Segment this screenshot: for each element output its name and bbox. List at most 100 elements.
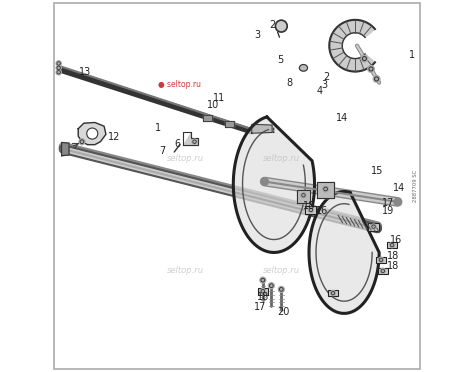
Polygon shape [309, 192, 379, 313]
Circle shape [57, 62, 60, 65]
Polygon shape [62, 142, 69, 156]
Text: 4: 4 [317, 86, 323, 96]
Text: 5: 5 [277, 55, 283, 65]
Text: seltop.ru: seltop.ru [263, 154, 300, 163]
Circle shape [323, 186, 328, 192]
Circle shape [310, 209, 311, 211]
Circle shape [80, 140, 83, 143]
Ellipse shape [300, 64, 308, 71]
Circle shape [271, 285, 272, 286]
Text: 17: 17 [254, 302, 266, 312]
Circle shape [56, 70, 61, 75]
Circle shape [308, 208, 313, 212]
Text: 19: 19 [382, 206, 394, 216]
Circle shape [79, 139, 85, 145]
Polygon shape [183, 132, 198, 145]
Circle shape [268, 283, 274, 289]
Circle shape [375, 77, 378, 81]
Text: 14: 14 [393, 183, 406, 193]
Text: 11: 11 [213, 93, 226, 103]
Text: 3: 3 [321, 80, 328, 90]
Circle shape [262, 279, 264, 281]
Text: 1: 1 [155, 123, 161, 133]
Circle shape [391, 244, 393, 247]
Circle shape [57, 71, 60, 74]
Bar [258, 288, 268, 295]
Text: 12: 12 [108, 132, 120, 141]
Circle shape [363, 57, 366, 60]
Circle shape [394, 198, 401, 206]
Circle shape [58, 67, 59, 68]
Circle shape [58, 72, 59, 73]
Text: 2: 2 [324, 72, 330, 82]
Polygon shape [203, 115, 212, 121]
Text: 18: 18 [303, 201, 315, 211]
Text: 17: 17 [382, 198, 394, 208]
Circle shape [324, 187, 327, 190]
Text: 18: 18 [387, 251, 399, 261]
Circle shape [281, 289, 282, 290]
Circle shape [392, 244, 393, 246]
Circle shape [370, 68, 372, 70]
Circle shape [302, 194, 305, 197]
Circle shape [390, 243, 395, 248]
Bar [387, 242, 397, 248]
Circle shape [380, 259, 382, 260]
Circle shape [261, 178, 268, 185]
Text: 1: 1 [410, 50, 415, 60]
Text: ● seltop.ru: ● seltop.ru [158, 80, 201, 89]
Circle shape [275, 20, 287, 32]
Text: 20: 20 [277, 307, 289, 317]
Text: 3: 3 [254, 30, 260, 40]
Circle shape [87, 128, 98, 139]
Circle shape [380, 259, 383, 261]
Circle shape [332, 292, 334, 294]
Circle shape [192, 139, 197, 144]
Text: 2: 2 [269, 20, 275, 31]
Text: 13: 13 [79, 67, 91, 77]
Circle shape [260, 277, 266, 283]
Bar [368, 222, 379, 231]
Circle shape [278, 286, 284, 292]
Circle shape [325, 188, 327, 190]
Polygon shape [233, 117, 315, 253]
Bar [305, 206, 316, 214]
Circle shape [364, 58, 365, 60]
Circle shape [260, 289, 265, 294]
Circle shape [262, 290, 264, 293]
Circle shape [380, 268, 385, 273]
Circle shape [301, 193, 306, 198]
Circle shape [330, 291, 336, 296]
Text: seltop.ru: seltop.ru [167, 266, 204, 275]
Circle shape [56, 61, 61, 66]
Polygon shape [297, 190, 310, 203]
Text: 18: 18 [257, 292, 269, 302]
Circle shape [373, 76, 380, 82]
Circle shape [310, 209, 312, 211]
Text: seltop.ru: seltop.ru [167, 154, 204, 163]
Circle shape [261, 279, 264, 282]
Circle shape [369, 67, 373, 71]
Circle shape [382, 270, 383, 272]
Text: seltop.ru: seltop.ru [263, 266, 300, 275]
Circle shape [361, 55, 368, 62]
Polygon shape [329, 20, 375, 71]
Text: 2887709 SC: 2887709 SC [413, 170, 418, 202]
Circle shape [56, 65, 61, 70]
Circle shape [194, 141, 195, 142]
Circle shape [57, 67, 60, 69]
Polygon shape [318, 182, 334, 198]
Text: 6: 6 [174, 138, 180, 148]
Circle shape [368, 65, 374, 72]
Text: 16: 16 [316, 206, 328, 216]
Text: 10: 10 [207, 100, 219, 110]
Circle shape [58, 63, 59, 64]
Text: 18: 18 [387, 261, 399, 271]
Circle shape [373, 226, 374, 227]
Circle shape [371, 224, 376, 229]
Text: 14: 14 [336, 113, 348, 123]
Circle shape [280, 288, 283, 291]
Circle shape [372, 225, 375, 228]
Text: 7: 7 [159, 146, 165, 156]
Text: 16: 16 [391, 234, 402, 244]
